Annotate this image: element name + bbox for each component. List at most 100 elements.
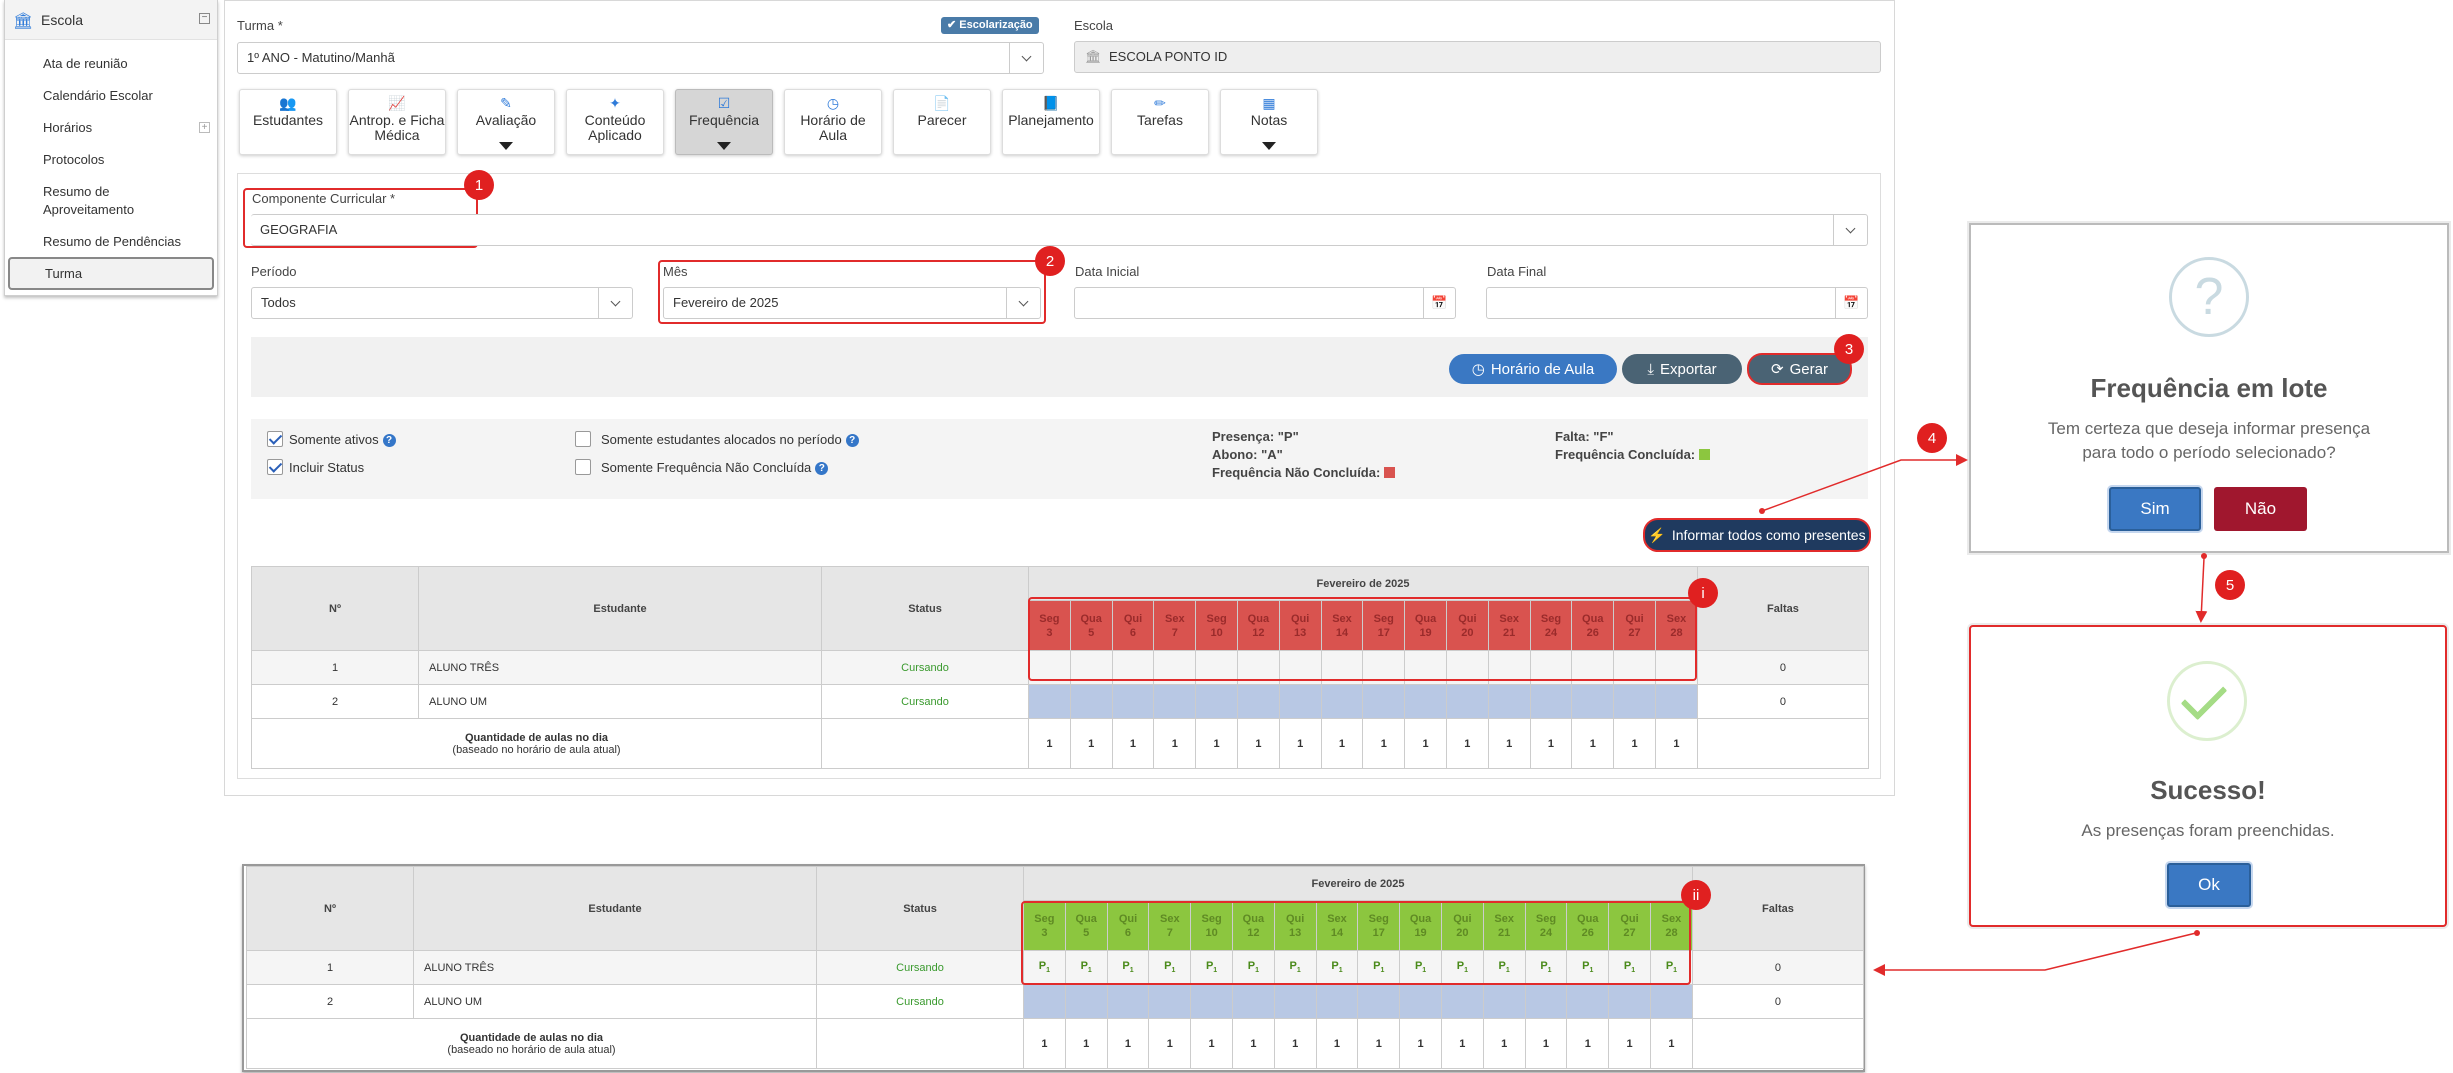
sidebar-item-calendario[interactable]: Calendário Escolar	[43, 88, 153, 103]
col-estudante-header: Estudante	[413, 866, 817, 951]
somente-alocados-checkbox[interactable]	[575, 431, 591, 447]
qty-value: 1	[1320, 718, 1364, 769]
success-check-icon	[2167, 661, 2247, 741]
day-cell	[1654, 684, 1698, 719]
day-header: Sex 21	[1487, 600, 1531, 651]
confirm-title: Frequência em lote	[2090, 373, 2328, 403]
sidebar-item-horarios[interactable]: Horários	[43, 120, 93, 135]
qty-value: 1	[1654, 718, 1698, 769]
help-icon: ?	[382, 434, 396, 447]
incluir-status-checkbox[interactable]	[267, 459, 283, 475]
sim-button[interactable]: Sim	[2109, 487, 2201, 531]
presence-cell[interactable]: P1	[1106, 950, 1150, 985]
day-cell	[1440, 984, 1484, 1019]
collapse-icon[interactable]: −	[199, 13, 210, 24]
day-cell	[1231, 984, 1275, 1019]
qty-value: 1	[1236, 718, 1280, 769]
day-header: Seg 24	[1524, 900, 1568, 951]
day-cell	[1028, 684, 1071, 719]
edit-icon: ✎	[500, 95, 512, 111]
tab-conteudo[interactable]: ✦ Conteúdo Aplicado	[566, 89, 664, 155]
presence-cell[interactable]: P1	[1608, 950, 1651, 985]
presence-cell[interactable]: P1	[1273, 950, 1317, 985]
day-cell	[1404, 684, 1447, 719]
nao-button[interactable]: Não	[2214, 487, 2307, 531]
presence-cell[interactable]: P1	[1148, 950, 1192, 985]
step-badge-4: 4	[1917, 423, 1947, 453]
presence-cell[interactable]: P1	[1064, 950, 1108, 985]
turma-select[interactable]: 1º ANO - Matutino/Manhã	[237, 42, 1044, 74]
day-cell	[1064, 984, 1108, 1019]
qty-value: 1	[1608, 1018, 1651, 1069]
sidebar-header[interactable]: 🏛 Escola −	[5, 0, 217, 40]
green-swatch	[1698, 449, 1710, 460]
success-text: As presenças foram preenchidas.	[2081, 821, 2335, 840]
presence-cell[interactable]: P1	[1524, 950, 1568, 985]
sidebar-item-label: Turma	[45, 266, 83, 281]
expand-icon[interactable]: +	[199, 122, 210, 133]
qty-faltas-blank	[1691, 1018, 1864, 1069]
tab-notas[interactable]: ▦ Notas	[1220, 89, 1318, 155]
qty-value: 1	[1571, 718, 1615, 769]
somente-nao-concluida-checkbox[interactable]	[575, 459, 591, 475]
somente-ativos-checkbox[interactable]	[267, 431, 283, 447]
gerar-button[interactable]: ⟳ Gerar	[1747, 353, 1852, 385]
col-n-header: Nº	[251, 566, 419, 651]
ok-button[interactable]: Ok	[2167, 863, 2251, 907]
sidebar-item-protocolos[interactable]: Protocolos	[43, 152, 105, 167]
tab-estudantes[interactable]: 👥 Estudantes	[239, 89, 337, 155]
day-header: Sex 28	[1654, 600, 1698, 651]
day-header: Sex 7	[1148, 900, 1192, 951]
presence-cell[interactable]: P1	[1231, 950, 1275, 985]
chart-icon: 📈	[388, 95, 406, 111]
calendar-icon[interactable]: 📅	[1423, 288, 1455, 318]
presence-cell[interactable]: P1	[1315, 950, 1359, 985]
sidebar-item-turma[interactable]: Turma	[8, 257, 214, 290]
day-cell	[1315, 984, 1359, 1019]
qty-value: 1	[1273, 1018, 1317, 1069]
day-cell	[1482, 984, 1526, 1019]
componente-select[interactable]: GEOGRAFIA	[251, 214, 1868, 246]
turma-label: Turma *	[237, 18, 283, 33]
student-name: ALUNO TRÊS	[413, 950, 817, 985]
tab-antrop[interactable]: 📈 Antrop. e Ficha Médica	[348, 89, 446, 155]
confirm-dialog: ? Frequência em lote Tem certeza que des…	[1969, 223, 2449, 553]
faltas-cell: 0	[1696, 684, 1869, 719]
day-header: Seg 10	[1195, 600, 1238, 651]
legend-abono: Abono: "A"	[1212, 447, 1283, 462]
day-header: Qui 20	[1445, 600, 1489, 651]
escola-field: 🏛 ESCOLA PONTO ID	[1074, 41, 1881, 73]
periodo-select[interactable]: Todos	[251, 287, 633, 319]
informar-presentes-button[interactable]: ⚡ Informar todos como presentes	[1643, 518, 1871, 552]
col-status-header: Status	[821, 566, 1029, 651]
tab-horario-aula[interactable]: ◷ Horário de Aula	[784, 89, 882, 155]
sidebar-item-ata[interactable]: Ata de reunião	[43, 56, 128, 71]
tab-tarefas[interactable]: ✏ Tarefas	[1111, 89, 1209, 155]
sidebar-item-resumo-aproveitamento[interactable]: Resumo de Aproveitamento	[43, 184, 135, 217]
day-header: Qua 26	[1566, 900, 1610, 951]
qty-value: 1	[1064, 1018, 1108, 1069]
highlight-mes	[658, 260, 1046, 324]
chevron-down-icon	[598, 288, 632, 318]
mes-select[interactable]: Fevereiro de 2025	[663, 287, 1041, 319]
presence-cell[interactable]: P1	[1190, 950, 1233, 985]
exportar-button[interactable]: ⤓ Exportar	[1622, 354, 1742, 384]
tab-avaliacao[interactable]: ✎ Avaliação	[457, 89, 555, 155]
data-inicial-label: Data Inicial	[1075, 264, 1140, 279]
tab-planejamento[interactable]: 📘 Planejamento	[1002, 89, 1100, 155]
horario-aula-button[interactable]: ◷ Horário de Aula	[1449, 354, 1617, 384]
day-cell	[1236, 684, 1280, 719]
calendar-icon[interactable]: 📅	[1835, 288, 1867, 318]
tab-frequencia[interactable]: ☑ Frequência	[675, 89, 773, 155]
sidebar-item-resumo-pendencias[interactable]: Resumo de Pendências	[43, 234, 182, 249]
help-icon: ?	[815, 462, 829, 475]
frequencia-panel: Turma * ✔ Escolarização 1º ANO - Matutin…	[224, 0, 1895, 796]
data-final-input[interactable]: 📅	[1486, 287, 1868, 319]
school-icon: 🏛	[13, 13, 34, 30]
presence-cell[interactable]: P1	[1399, 950, 1442, 985]
presence-cell[interactable]: P1	[1482, 950, 1526, 985]
data-inicial-input[interactable]: 📅	[1074, 287, 1456, 319]
clock-icon: ◷	[1471, 361, 1485, 378]
tab-parecer[interactable]: 📄 Parecer	[893, 89, 991, 155]
somente-alocados-label: Somente estudantes alocados no período?	[601, 432, 859, 447]
